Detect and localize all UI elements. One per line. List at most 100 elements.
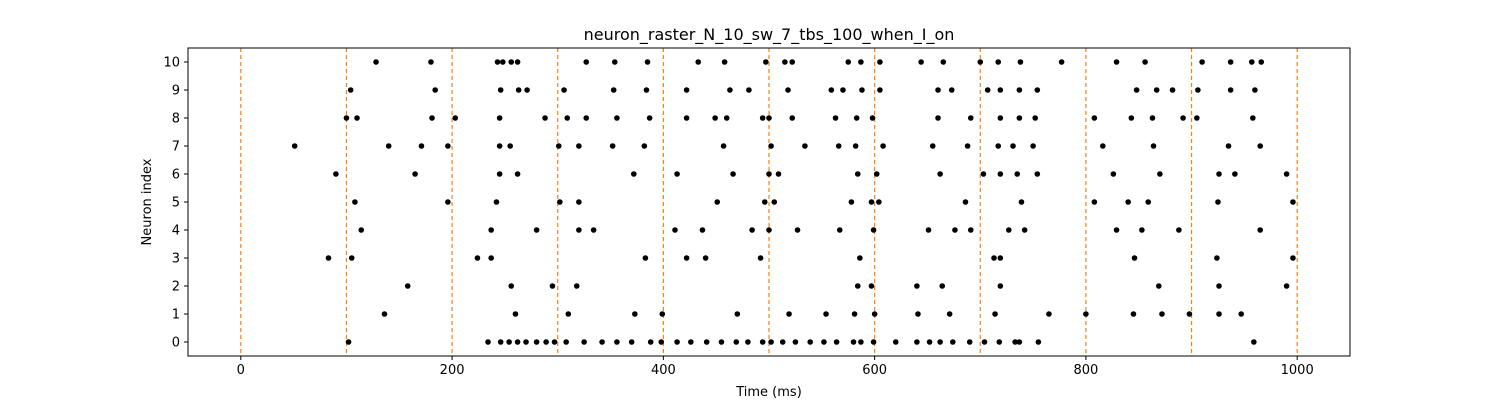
spike-point	[835, 143, 842, 149]
spike-point	[768, 339, 774, 345]
spike-point	[1021, 227, 1028, 233]
spike-point	[1257, 227, 1264, 233]
spike-point	[997, 115, 1004, 121]
x-tick-label: 1000	[1281, 363, 1314, 378]
spike-point	[551, 339, 558, 345]
spike-point	[967, 227, 974, 233]
spike-point	[1252, 87, 1258, 93]
spike-point	[1046, 311, 1052, 317]
spike-point	[1150, 143, 1157, 149]
spike-point	[524, 87, 530, 93]
spike-point	[712, 115, 718, 121]
spike-point	[373, 59, 379, 65]
spike-point	[877, 87, 883, 93]
spike-point	[497, 87, 504, 93]
spike-point	[614, 339, 620, 345]
spike-point	[766, 115, 772, 121]
spike-point	[672, 227, 678, 233]
spike-point	[674, 339, 680, 345]
spike-point	[950, 339, 956, 345]
spike-point	[683, 115, 690, 121]
spike-point	[952, 227, 958, 233]
spike-point	[1035, 339, 1042, 345]
spike-point	[997, 255, 1004, 261]
spike-point	[1250, 115, 1256, 121]
spike-point	[445, 199, 451, 205]
spike-point	[683, 255, 690, 261]
spike-point	[992, 311, 998, 317]
spike-point	[514, 59, 521, 65]
spike-point	[821, 339, 827, 345]
spike-point	[850, 339, 857, 345]
spike-point	[674, 171, 680, 177]
spike-point	[352, 199, 358, 205]
spike-point	[333, 171, 339, 177]
spike-point	[1012, 339, 1018, 345]
spike-point	[1215, 199, 1221, 205]
spike-point	[507, 143, 513, 149]
spike-point	[766, 227, 772, 233]
spike-point	[1216, 311, 1222, 317]
spike-point	[980, 171, 987, 177]
spike-point	[853, 115, 860, 121]
spike-point	[749, 227, 755, 233]
spike-point	[1216, 283, 1222, 289]
spike-point	[646, 115, 653, 121]
spike-point	[823, 311, 829, 317]
spike-point	[497, 339, 504, 345]
spike-point	[703, 339, 710, 345]
spike-point	[991, 255, 997, 261]
spike-point	[555, 143, 562, 149]
spike-point	[630, 171, 637, 177]
spike-point	[745, 339, 751, 345]
spike-point	[658, 339, 665, 345]
x-tick-label: 600	[862, 363, 887, 378]
spike-point	[576, 227, 582, 233]
spike-point	[404, 283, 411, 289]
spike-point	[1113, 227, 1120, 233]
spike-point	[614, 115, 620, 121]
spike-point	[1017, 59, 1024, 65]
spike-point	[794, 227, 801, 233]
spike-point	[871, 311, 878, 317]
spike-point	[759, 115, 766, 121]
spike-points	[291, 59, 1296, 345]
x-axis-ticks: 0 200 400 600 800 1000	[237, 356, 1314, 378]
spike-point	[1199, 59, 1205, 65]
spike-point	[695, 59, 702, 65]
spike-point	[1225, 143, 1232, 149]
spike-point	[358, 227, 365, 233]
spike-point	[1232, 171, 1238, 177]
spike-point	[1005, 227, 1012, 233]
spike-point	[848, 199, 855, 205]
spike-point	[1169, 87, 1176, 93]
spike-point	[564, 115, 571, 121]
y-axis-ticks: 0 1 2 3 4 5 6 7 8 9 10	[163, 56, 188, 351]
spike-point	[730, 171, 736, 177]
spike-point	[859, 87, 865, 93]
spike-point	[733, 339, 740, 345]
spike-point	[937, 339, 943, 345]
spike-point	[523, 339, 529, 345]
spike-point	[1130, 311, 1137, 317]
spike-point	[714, 199, 721, 205]
spike-point	[995, 143, 1002, 149]
spike-point	[688, 339, 694, 345]
spike-point	[964, 143, 971, 149]
spike-point	[995, 59, 1002, 65]
spike-point	[565, 311, 572, 317]
spike-point	[354, 115, 360, 121]
spike-point	[508, 59, 515, 65]
spike-point	[768, 143, 774, 149]
x-axis-title: Time (ms)	[735, 385, 802, 400]
spike-point	[515, 87, 522, 93]
spike-point	[1214, 255, 1220, 261]
spike-point	[785, 87, 791, 93]
spike-point	[789, 115, 796, 121]
spike-point	[683, 87, 690, 93]
spike-point	[508, 283, 515, 289]
spike-point	[1176, 227, 1182, 233]
spike-point	[1238, 311, 1244, 317]
spike-point	[644, 59, 651, 65]
